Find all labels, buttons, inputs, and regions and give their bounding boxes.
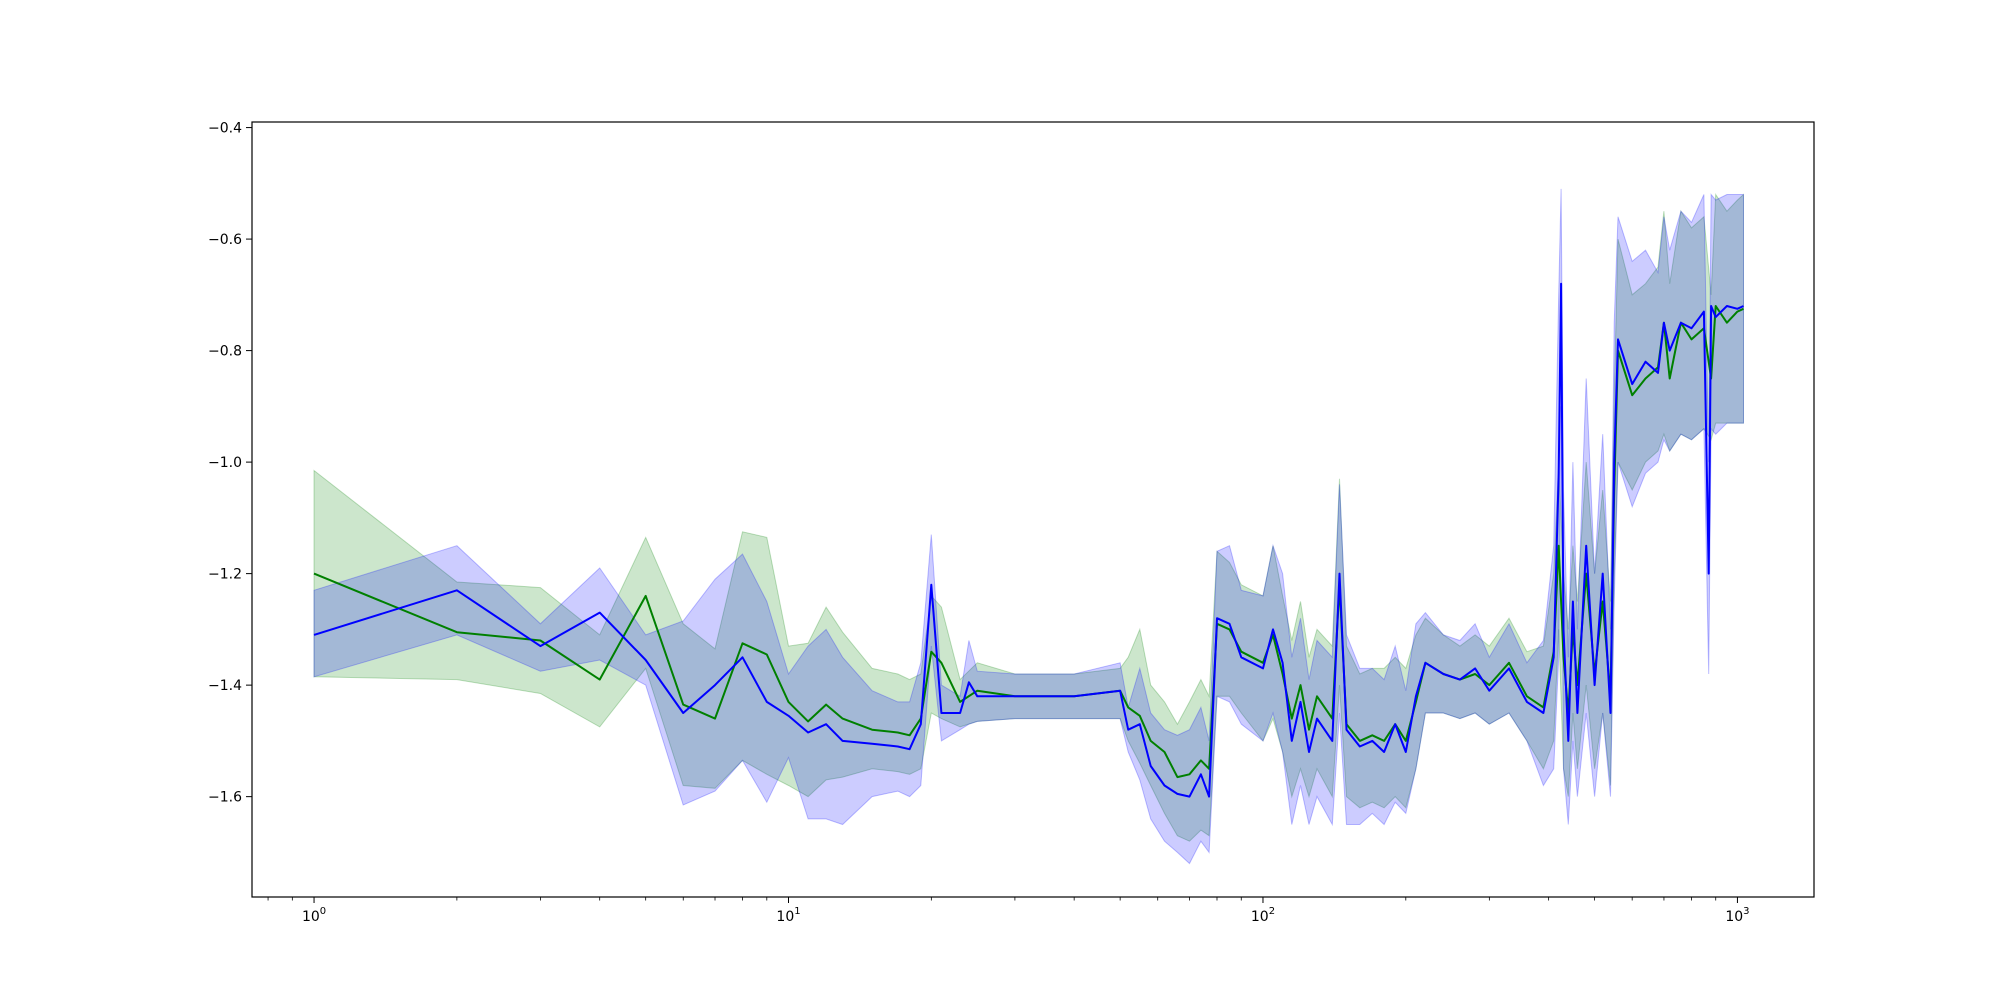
x-tick-label: 101 xyxy=(776,906,800,925)
y-tick-label: −1.0 xyxy=(208,455,242,471)
x-tick-label: 100 xyxy=(302,906,326,925)
y-tick-label: −1.6 xyxy=(208,790,242,806)
y-axis-ticks: −0.4 −0.6 −0.8 −1.0 −1.2 −1.4 −1.6 xyxy=(208,121,252,806)
series-lines xyxy=(313,282,1744,798)
series-2-line xyxy=(313,282,1744,798)
y-tick-label: −0.4 xyxy=(208,121,242,137)
series-1-band xyxy=(313,192,1744,842)
y-tick-label: −0.8 xyxy=(208,344,242,360)
plot-frame xyxy=(251,121,1815,898)
x-tick-label: 102 xyxy=(1251,906,1275,925)
y-tick-label: −0.6 xyxy=(208,232,242,248)
y-tick-label: −1.4 xyxy=(208,678,242,694)
x-tick-label: 103 xyxy=(1725,906,1749,925)
y-tick-label: −1.2 xyxy=(208,567,242,583)
